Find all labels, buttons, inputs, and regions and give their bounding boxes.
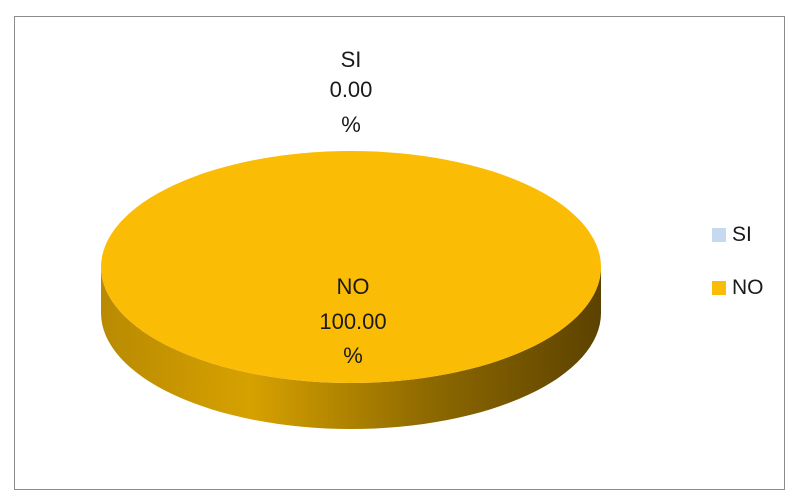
- legend-swatch-no: [712, 281, 726, 295]
- legend-label-no: NO: [732, 276, 764, 299]
- data-label-si-category: SI: [341, 47, 362, 72]
- legend-swatch-si: [712, 228, 726, 242]
- legend-item-si: SI: [712, 221, 764, 249]
- data-label-no-category: NO: [337, 274, 370, 299]
- legend-item-no: NO: [712, 274, 764, 302]
- data-label-no-percent: %: [343, 343, 363, 368]
- data-label-si-value: 0.00: [330, 77, 373, 102]
- legend-label-si: SI: [732, 223, 752, 246]
- chart-area: SI 0.00 % NO 100.00 % SI NO: [14, 16, 785, 490]
- data-label-si-percent: %: [341, 112, 361, 137]
- legend: SI NO: [712, 221, 764, 327]
- pie-chart: SI 0.00 % NO 100.00 %: [101, 47, 601, 429]
- pie-slice-no: [101, 151, 601, 383]
- pie-side-wall: [101, 267, 601, 429]
- data-label-no-value: 100.00: [319, 309, 386, 334]
